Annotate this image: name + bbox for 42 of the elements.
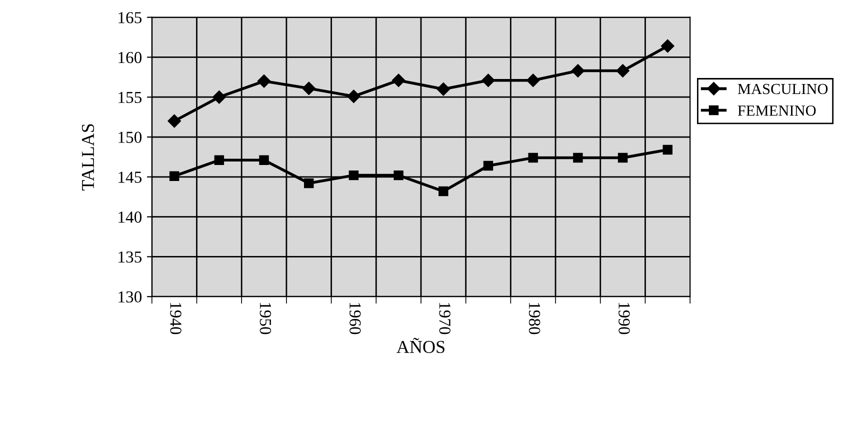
point	[438, 186, 448, 196]
point	[662, 144, 672, 155]
point	[392, 74, 406, 87]
y-tick-label: 165	[118, 12, 142, 24]
x-tick-label: 1960	[350, 302, 361, 334]
y-tick-label: 155	[118, 92, 142, 104]
point	[169, 171, 180, 181]
point	[212, 90, 226, 104]
x-axis-title: AÑOS	[396, 338, 444, 354]
point	[526, 74, 540, 87]
legend-label: MASCULINO	[738, 84, 828, 94]
point	[571, 64, 585, 78]
point	[168, 114, 181, 128]
point	[573, 152, 583, 163]
point	[436, 82, 450, 96]
x-tick-label: 1970	[439, 302, 450, 334]
point	[214, 155, 224, 166]
y-axis-title: TALLAS	[82, 124, 94, 191]
point	[616, 64, 630, 78]
legend-label: FEMENINO	[738, 106, 816, 116]
point	[302, 82, 316, 95]
point	[661, 39, 674, 53]
point	[304, 178, 314, 188]
y-tick-label: 140	[118, 212, 142, 223]
point	[259, 155, 269, 166]
x-tick-label: 1990	[618, 302, 630, 334]
y-tick-label: 145	[118, 172, 142, 183]
point	[348, 170, 359, 180]
y-tick-label: 130	[118, 291, 142, 303]
point	[528, 152, 538, 163]
point	[347, 90, 360, 103]
point	[483, 160, 494, 171]
y-tick-label: 160	[118, 52, 142, 64]
point	[618, 152, 628, 163]
x-tick-label: 1950	[260, 302, 272, 334]
y-tick-label: 135	[118, 251, 142, 263]
x-tick-label: 1980	[528, 302, 540, 334]
point	[482, 74, 495, 87]
point	[394, 170, 404, 180]
x-tick-label: 1940	[170, 302, 182, 334]
y-tick-label: 150	[118, 132, 142, 143]
point	[257, 74, 271, 88]
